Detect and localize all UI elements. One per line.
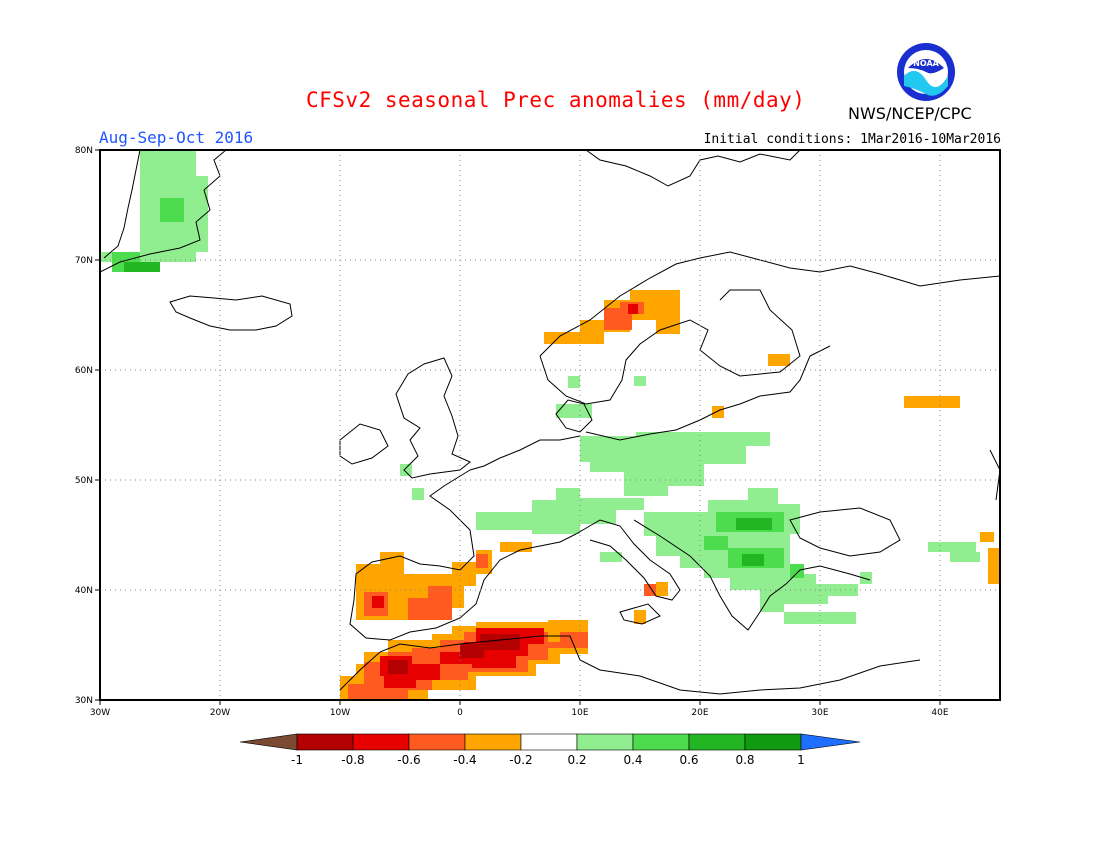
lon-label: 20E [691, 708, 708, 718]
colorbar-bin [464, 733, 522, 751]
colorbar-arrow-low [239, 733, 298, 751]
colorbar-bin [520, 733, 578, 751]
coastlines [100, 150, 1000, 695]
colorbar-label: -0.2 [509, 753, 532, 767]
colorbar-bin [408, 733, 466, 751]
map-frame [99, 149, 1001, 701]
colorbar-bin [352, 733, 410, 751]
colorbar-label: 0.8 [735, 753, 754, 767]
colorbar-label: -1 [291, 753, 303, 767]
colorbar-label: 0.2 [567, 753, 586, 767]
lat-label: 60N [75, 366, 93, 376]
lon-label: 30W [90, 708, 110, 718]
longitude-labels: 30W 20W 10W 0 10E 20E 30E 40E [90, 708, 949, 718]
lat-label: 30N [75, 696, 93, 706]
lon-label: 20W [210, 708, 230, 718]
lon-label: 10W [330, 708, 350, 718]
colorbar-labels: -1 -0.8 -0.6 -0.4 -0.2 0.2 0.4 0.6 0.8 1 [291, 753, 805, 767]
noaa-logo-text: NOAA [913, 59, 939, 68]
noaa-logo: NOAA [897, 43, 955, 101]
organization-label: NWS/NCEP/CPC [848, 104, 972, 123]
lat-label: 40N [75, 586, 93, 596]
colorbar-arrow-high [800, 733, 861, 751]
colorbar-label: -0.4 [453, 753, 476, 767]
colorbar-bin [688, 733, 746, 751]
colorbar-label: 1 [797, 753, 805, 767]
latitude-labels: 80N 70N 60N 50N 40N 30N [75, 146, 93, 706]
lat-label: 50N [75, 476, 93, 486]
lon-label: 0 [457, 708, 463, 718]
lon-label: 10E [571, 708, 588, 718]
colorbar-bin [296, 733, 354, 751]
colorbar-bin [576, 733, 634, 751]
forecast-period: Aug-Sep-Oct 2016 [99, 128, 254, 147]
colorbar-bin [632, 733, 690, 751]
gridlines [100, 150, 1000, 700]
colorbar [239, 733, 861, 751]
colorbar-label: -0.8 [341, 753, 364, 767]
tick-marks [95, 149, 941, 705]
map-title: CFSv2 seasonal Prec anomalies (mm/day) [306, 88, 806, 112]
colorbar-label: 0.6 [679, 753, 698, 767]
colorbar-bin [744, 733, 802, 751]
colorbar-label: 0.4 [623, 753, 642, 767]
lon-label: 30E [811, 708, 828, 718]
lon-label: 40E [931, 708, 948, 718]
lat-label: 80N [75, 146, 93, 156]
anomaly-shading [100, 150, 1000, 700]
colorbar-label: -0.6 [397, 753, 420, 767]
lat-label: 70N [75, 256, 93, 266]
initial-conditions: Initial conditions: 1Mar2016-10Mar2016 [703, 132, 1001, 147]
